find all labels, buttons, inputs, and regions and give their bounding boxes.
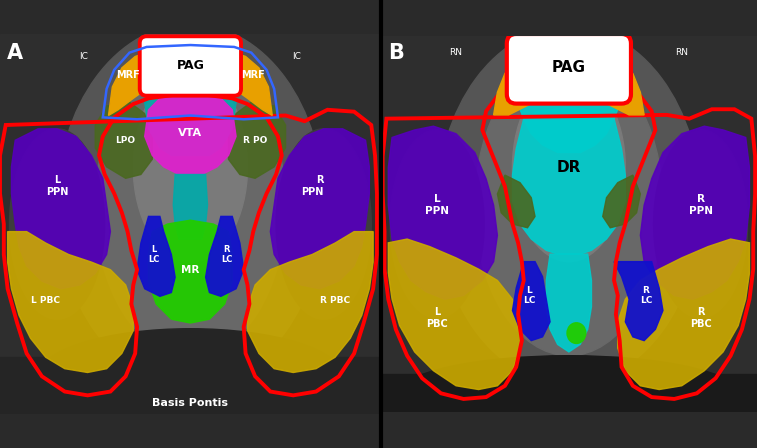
Text: R
LC: R LC <box>221 245 232 264</box>
FancyBboxPatch shape <box>506 34 631 103</box>
Polygon shape <box>388 239 520 390</box>
Bar <box>381 375 757 412</box>
Text: RF: RF <box>607 69 621 78</box>
Text: B: B <box>388 43 403 63</box>
Polygon shape <box>603 175 640 228</box>
Polygon shape <box>137 216 175 296</box>
FancyBboxPatch shape <box>140 36 241 96</box>
Text: PAG: PAG <box>552 60 586 75</box>
Ellipse shape <box>95 53 285 357</box>
Ellipse shape <box>38 329 343 424</box>
Text: VTA: VTA <box>179 128 202 138</box>
Ellipse shape <box>57 24 324 386</box>
Polygon shape <box>547 254 591 352</box>
Ellipse shape <box>400 356 738 431</box>
Text: L
PPN: L PPN <box>46 175 68 197</box>
Ellipse shape <box>438 26 700 384</box>
Text: L
PBC: L PBC <box>426 307 448 329</box>
Ellipse shape <box>475 55 663 356</box>
Text: DR: DR <box>556 160 581 175</box>
Text: L PBC: L PBC <box>31 296 61 305</box>
Polygon shape <box>640 126 749 299</box>
Ellipse shape <box>567 323 586 344</box>
Ellipse shape <box>390 130 484 318</box>
Polygon shape <box>497 175 535 228</box>
Polygon shape <box>108 53 147 116</box>
Polygon shape <box>512 262 550 340</box>
Text: R
PPN: R PPN <box>689 194 712 216</box>
Ellipse shape <box>653 130 748 318</box>
Polygon shape <box>494 47 550 115</box>
Polygon shape <box>229 102 285 178</box>
Polygon shape <box>8 232 133 372</box>
Polygon shape <box>145 91 236 175</box>
Polygon shape <box>512 70 625 152</box>
Text: R
PBC: R PBC <box>690 307 712 329</box>
Text: L
PPN: L PPN <box>425 194 449 216</box>
Polygon shape <box>388 126 497 299</box>
Text: Basis Pontis: Basis Pontis <box>152 398 229 408</box>
Text: R
LC: R LC <box>640 286 653 305</box>
Text: MR: MR <box>181 265 200 275</box>
Text: MRF: MRF <box>241 70 265 81</box>
Ellipse shape <box>133 72 248 262</box>
Polygon shape <box>145 95 236 155</box>
Text: RN: RN <box>675 48 688 57</box>
Polygon shape <box>248 232 373 372</box>
Polygon shape <box>206 216 244 296</box>
Polygon shape <box>11 129 111 289</box>
Ellipse shape <box>512 73 625 262</box>
Text: MRF: MRF <box>116 70 139 81</box>
Polygon shape <box>618 239 749 390</box>
Polygon shape <box>587 47 644 115</box>
Polygon shape <box>234 53 273 116</box>
Polygon shape <box>614 262 663 340</box>
Text: L
LC: L LC <box>148 245 160 264</box>
Ellipse shape <box>276 129 371 319</box>
Bar <box>0 357 381 414</box>
Text: M: M <box>519 69 528 78</box>
Text: IC: IC <box>79 52 89 61</box>
Polygon shape <box>95 102 152 178</box>
Polygon shape <box>173 175 207 239</box>
Text: A: A <box>7 43 23 63</box>
Text: LPO: LPO <box>116 136 136 145</box>
Ellipse shape <box>10 129 104 319</box>
Text: PAG: PAG <box>176 60 204 73</box>
Text: R
PPN: R PPN <box>301 175 324 197</box>
Text: R PBC: R PBC <box>320 296 350 305</box>
Polygon shape <box>270 129 369 289</box>
Polygon shape <box>512 108 625 254</box>
Text: L
LC: L LC <box>523 286 535 305</box>
Text: R PO: R PO <box>243 136 267 145</box>
Polygon shape <box>148 220 232 323</box>
Text: RN: RN <box>450 48 463 57</box>
Text: IC: IC <box>292 52 301 61</box>
